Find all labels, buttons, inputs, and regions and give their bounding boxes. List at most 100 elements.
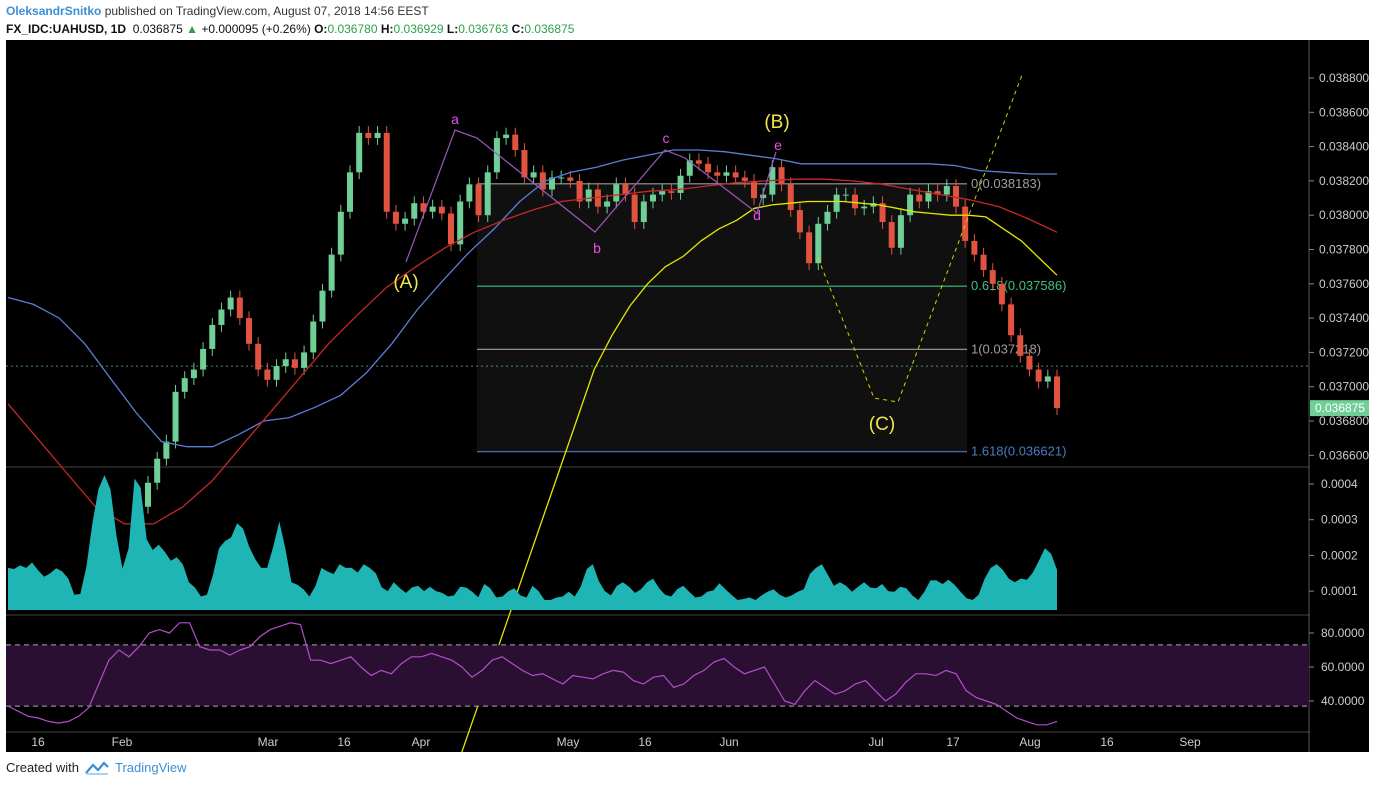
volatility-tick-label: 0.0001 [1321, 584, 1358, 598]
publish-text: published on TradingView.com, August 07,… [101, 4, 429, 18]
candle-body [457, 201, 464, 245]
bollinger-lower-line [448, 200, 1058, 787]
candle-body [145, 482, 151, 507]
price-tick-label: 0.038000 [1319, 208, 1369, 222]
bollinger-upper-line [7, 149, 1057, 448]
time-axis-label: Aug [1019, 735, 1040, 749]
candle-body [383, 132, 390, 212]
price-tick-label: 0.037200 [1319, 345, 1369, 359]
time-axis-label: Jun [719, 735, 738, 749]
subwave-label: b [593, 240, 601, 256]
low-label: L: [446, 22, 459, 36]
tradingview-link[interactable]: TradingView [114, 760, 187, 775]
volatility-area [8, 475, 1057, 610]
last-price-badge [1310, 400, 1370, 417]
candle-body [1017, 335, 1024, 356]
candle-body [943, 186, 950, 195]
candle-body [209, 324, 216, 349]
candle-body [934, 191, 941, 195]
candle-body [585, 189, 592, 202]
candle-body [512, 134, 519, 151]
candle-body [154, 458, 161, 483]
last-price: 0.036875 [132, 22, 183, 36]
candle-body [686, 160, 693, 176]
time-axis-label: 16 [1100, 735, 1114, 749]
candle-body [200, 348, 207, 370]
candle-body [622, 184, 629, 195]
time-axis-label: Sep [1179, 735, 1201, 749]
price-axis-bg [1310, 40, 1369, 752]
candle-body [695, 160, 702, 164]
author-link[interactable]: OleksandrSnitko [6, 4, 102, 18]
candle-body [852, 194, 858, 209]
price-tick-label: 0.038600 [1319, 105, 1369, 119]
candle-body [677, 175, 684, 193]
subwave-label: a [451, 111, 459, 127]
candle-body [760, 194, 767, 199]
candle-body [246, 318, 252, 344]
candle-body [539, 172, 546, 190]
candle-body [732, 172, 739, 178]
candle-body [714, 172, 721, 176]
rsi-tick-label: 80.0000 [1321, 626, 1365, 640]
candle-body [824, 211, 831, 224]
fib-level-label: 0(0.038183) [971, 176, 1041, 191]
candle-body [236, 297, 243, 319]
price-tick-label: 0.037000 [1319, 380, 1369, 394]
fib-level-label: 1.618(0.036621) [971, 444, 1066, 459]
moving-average-line [7, 178, 1058, 525]
candle-body [475, 184, 482, 216]
candle-body [347, 172, 353, 212]
candle-body [429, 206, 436, 212]
created-with-text: Created with [6, 760, 79, 775]
candle-body [787, 184, 794, 211]
candle-body [319, 290, 326, 322]
symbol-info: FX_IDC:UAHUSD, 1D 0.036875 ▲ +0.000095 (… [6, 22, 574, 36]
candle-body [576, 180, 583, 202]
candle-body [392, 211, 399, 224]
candle-body [842, 194, 849, 196]
candle-body [181, 378, 188, 392]
subwave-label: c [663, 130, 670, 146]
price-tick-label: 0.038200 [1319, 174, 1369, 188]
candle-body [833, 194, 840, 212]
candle-body [1035, 369, 1042, 382]
rsi-line [7, 622, 1058, 726]
candle-body [668, 191, 675, 193]
candle-body [521, 150, 528, 178]
price-tick-label: 0.036600 [1319, 448, 1369, 462]
chart-svg[interactable]: 0(0.038183) 0.618(0.037586) 1(0.037218) 1.6… [6, 40, 1370, 787]
candle-body [549, 177, 555, 190]
price-tick-label: 0.037400 [1319, 311, 1369, 325]
candle-body [879, 203, 886, 223]
time-axis-label: Mar [258, 735, 279, 749]
tradingview-logo-icon [85, 760, 109, 775]
up-arrow-icon: ▲ [186, 22, 198, 36]
candle-body [356, 132, 363, 173]
price-change: +0.000095 (+0.26%) [201, 22, 311, 36]
chart-area[interactable]: 0(0.038183) 0.618(0.037586) 1(0.037218) 1.6… [6, 40, 1370, 787]
price-tick-label: 0.036800 [1319, 414, 1369, 428]
candle-body [374, 132, 381, 139]
candle-body [741, 177, 748, 181]
candle-body [337, 211, 344, 255]
candle-body [365, 132, 372, 139]
high-value: 0.036929 [393, 22, 444, 36]
volatility-tick-label: 0.0002 [1321, 548, 1358, 562]
candle-body [989, 270, 996, 284]
subwave-line [405, 129, 777, 263]
last-price-label: 0.036875 [1315, 401, 1365, 415]
candle-body [971, 240, 978, 255]
open-value: 0.036780 [327, 22, 378, 36]
projection-line [817, 74, 1023, 403]
candle-body [1008, 304, 1015, 336]
candle-body [897, 215, 904, 248]
candle-body [1026, 355, 1033, 370]
candle-body [916, 194, 923, 202]
wave-label: (B) [764, 112, 789, 133]
price-tick-label: 0.037800 [1319, 243, 1369, 257]
candle-body [530, 172, 537, 178]
time-axis-label: 16 [638, 735, 652, 749]
subwave-label: d [753, 207, 761, 223]
candle-body [273, 366, 280, 380]
